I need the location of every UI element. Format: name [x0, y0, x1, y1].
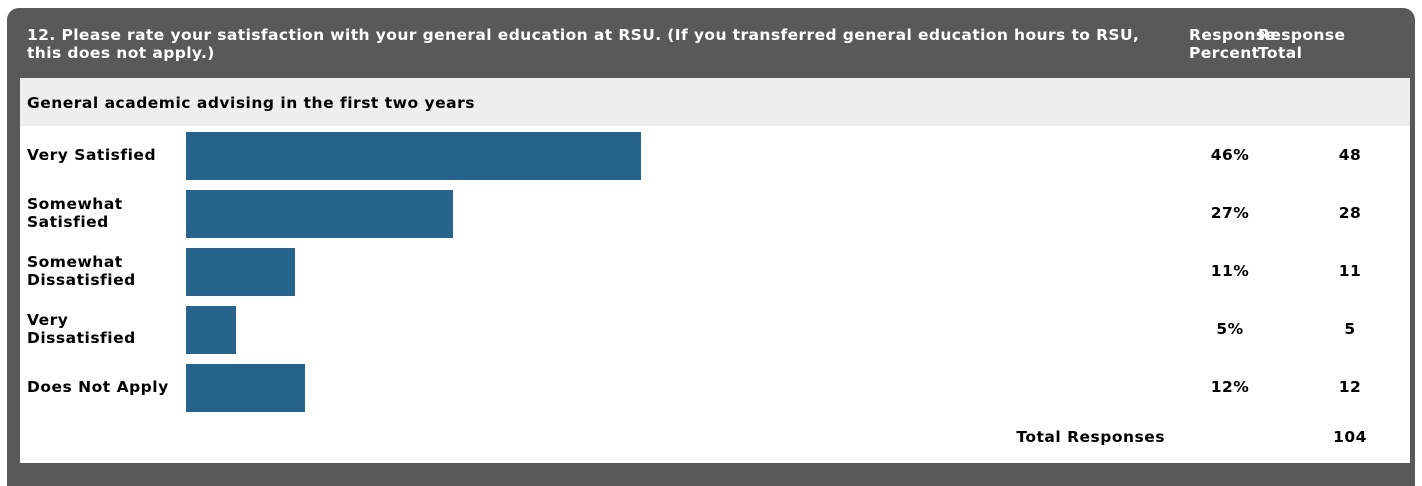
response-percent: 5% [1216, 320, 1244, 338]
results-panel: General academic advising in the first t… [20, 78, 1410, 463]
response-total: 11 [1338, 262, 1362, 280]
response-percent-header: Response Percent [1189, 26, 1277, 62]
response-percent: 11% [1210, 262, 1250, 280]
response-total-header: Response Total [1258, 26, 1346, 62]
response-total: 5 [1344, 320, 1356, 338]
response-bar [186, 190, 453, 238]
response-row: Does Not Apply 12% 12 [20, 362, 1410, 412]
response-total: 28 [1338, 204, 1362, 222]
subquestion-row: General academic advising in the first t… [20, 78, 1410, 126]
response-row: Very Dissatisfied 5% 5 [20, 304, 1410, 354]
response-bar [186, 364, 305, 412]
response-bar [186, 248, 295, 296]
response-label: Somewhat Dissatisfied [27, 253, 136, 289]
response-bar [186, 132, 641, 180]
response-label: Does Not Apply [27, 378, 169, 396]
response-percent: 12% [1210, 378, 1250, 396]
total-responses-value: 104 [1333, 428, 1367, 446]
subquestion-text: General academic advising in the first t… [27, 94, 475, 112]
response-row: Somewhat Dissatisfied 11% 11 [20, 246, 1410, 296]
response-label: Very Satisfied [27, 146, 157, 164]
response-total: 12 [1338, 378, 1362, 396]
response-total: 48 [1338, 146, 1362, 164]
response-label: Very Dissatisfied [27, 311, 136, 347]
response-percent: 46% [1210, 146, 1250, 164]
total-responses-row: Total Responses 104 [20, 428, 1410, 450]
question-text: 12. Please rate your satisfaction with y… [27, 26, 1140, 62]
response-bar [186, 306, 236, 354]
response-row: Somewhat Satisfied 27% 28 [20, 188, 1410, 238]
response-percent: 27% [1210, 204, 1250, 222]
question-header: 12. Please rate your satisfaction with y… [20, 26, 1410, 76]
response-label: Somewhat Satisfied [27, 195, 123, 231]
response-row: Very Satisfied 46% 48 [20, 130, 1410, 180]
total-responses-label: Total Responses [1016, 428, 1165, 446]
